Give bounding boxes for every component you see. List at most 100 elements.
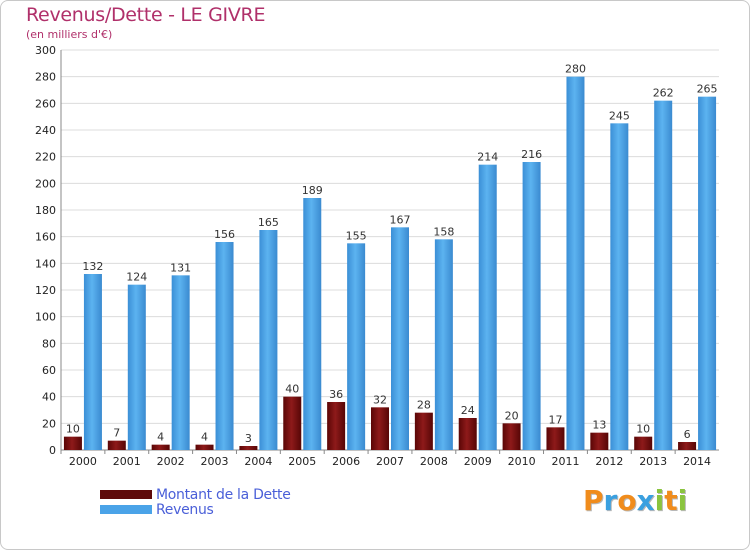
y-tick-label: 160 xyxy=(35,231,56,244)
data-label-revenus: 262 xyxy=(653,87,674,100)
data-label-revenus: 132 xyxy=(82,260,103,273)
y-tick-label: 40 xyxy=(42,391,56,404)
data-label-dette: 36 xyxy=(329,388,343,401)
bar-revenus xyxy=(83,274,102,450)
x-tick-label: 2013 xyxy=(639,455,667,468)
bar-revenus xyxy=(478,164,497,450)
y-tick-label: 220 xyxy=(35,151,56,164)
data-label-revenus: 155 xyxy=(346,229,367,242)
logo-letter: o xyxy=(617,484,637,517)
x-tick-label: 2000 xyxy=(69,455,97,468)
x-tick-label: 2003 xyxy=(201,455,229,468)
legend-label-revenus: Revenus xyxy=(156,502,214,518)
data-label-revenus: 124 xyxy=(126,271,147,284)
bar-dette xyxy=(678,442,697,450)
data-label-revenus: 214 xyxy=(477,151,498,164)
data-label-dette: 24 xyxy=(461,404,475,417)
bar-dette xyxy=(239,446,258,450)
bar-revenus xyxy=(698,96,717,451)
data-label-revenus: 216 xyxy=(521,148,542,161)
x-tick-label: 2008 xyxy=(420,455,448,468)
x-tick-label: 2002 xyxy=(157,455,185,468)
data-label-revenus: 189 xyxy=(302,184,323,197)
data-label-revenus: 165 xyxy=(258,216,279,229)
data-label-dette: 4 xyxy=(157,431,164,444)
data-label-dette: 10 xyxy=(636,423,650,436)
logo-letter: t xyxy=(664,484,678,517)
data-label-dette: 40 xyxy=(285,383,299,396)
y-tick-label: 240 xyxy=(35,124,56,137)
bar-dette xyxy=(327,402,346,450)
data-label-revenus: 158 xyxy=(433,225,454,238)
legend-swatch-revenus xyxy=(100,505,152,514)
x-tick-label: 2005 xyxy=(288,455,316,468)
x-tick-label: 2010 xyxy=(508,455,536,468)
chart-subtitle: (en milliers d'€) xyxy=(26,28,113,41)
data-label-dette: 17 xyxy=(548,413,562,426)
legend-swatch-dette xyxy=(100,490,152,499)
legend-label-dette: Montant de la Dette xyxy=(156,487,291,503)
logo-letter: x xyxy=(636,484,655,517)
x-tick-label: 2001 xyxy=(113,455,141,468)
data-label-dette: 32 xyxy=(373,393,387,406)
bar-revenus xyxy=(127,284,146,450)
bar-dette xyxy=(283,396,302,450)
y-tick-label: 100 xyxy=(35,311,56,324)
data-label-revenus: 131 xyxy=(170,261,191,274)
y-tick-label: 20 xyxy=(42,417,56,430)
bar-dette xyxy=(371,407,389,450)
logo-letter: i xyxy=(654,484,665,517)
bar-dette xyxy=(546,427,565,450)
y-tick-label: 300 xyxy=(35,44,56,57)
y-tick-label: 180 xyxy=(35,204,56,217)
bar-dette xyxy=(414,412,433,450)
y-tick-label: 120 xyxy=(35,284,56,297)
y-tick-label: 140 xyxy=(35,257,56,270)
logo-letter: i xyxy=(677,484,688,517)
bar-revenus xyxy=(391,227,409,450)
bar-dette xyxy=(590,432,609,450)
x-tick-label: 2011 xyxy=(551,455,579,468)
chart-title: Revenus/Dette - LE GIVRE xyxy=(26,4,266,26)
x-tick-label: 2004 xyxy=(244,455,272,468)
data-label-dette: 3 xyxy=(245,432,252,445)
data-label-dette: 7 xyxy=(113,427,120,440)
data-label-dette: 13 xyxy=(592,419,606,432)
data-label-revenus: 167 xyxy=(390,213,411,226)
bar-revenus xyxy=(654,100,673,451)
x-tick-label: 2012 xyxy=(595,455,623,468)
bar-revenus xyxy=(259,230,278,450)
data-label-revenus: 156 xyxy=(214,228,235,241)
data-label-dette: 6 xyxy=(684,428,691,441)
proxiti-logo: Proxiti xyxy=(583,484,687,517)
data-label-revenus: 280 xyxy=(565,63,586,76)
x-tick-label: 2006 xyxy=(332,455,360,468)
logo-letter: r xyxy=(603,484,618,517)
bar-revenus xyxy=(566,76,585,451)
data-label-dette: 4 xyxy=(201,431,208,444)
x-tick-label: 2009 xyxy=(464,455,492,468)
bar-revenus xyxy=(610,123,629,450)
bar-dette xyxy=(195,444,214,450)
bar-dette xyxy=(502,423,521,450)
bar-dette xyxy=(151,444,170,450)
x-tick-label: 2014 xyxy=(683,455,711,468)
data-label-dette: 20 xyxy=(505,409,519,422)
y-tick-label: 200 xyxy=(35,177,56,190)
plot-area xyxy=(61,50,719,450)
y-tick-label: 80 xyxy=(42,337,56,350)
bar-revenus xyxy=(522,162,541,450)
bar-revenus xyxy=(215,242,234,450)
logo-letter: P xyxy=(583,484,604,517)
data-label-revenus: 245 xyxy=(609,109,630,122)
x-tick-label: 2007 xyxy=(376,455,404,468)
data-label-dette: 28 xyxy=(417,399,431,412)
y-tick-label: 280 xyxy=(35,71,56,84)
bar-revenus xyxy=(171,275,190,450)
y-tick-label: 260 xyxy=(35,97,56,110)
bar-dette xyxy=(107,440,126,450)
y-tick-label: 60 xyxy=(42,364,56,377)
bar-dette xyxy=(634,436,653,450)
bar-revenus xyxy=(434,239,453,450)
